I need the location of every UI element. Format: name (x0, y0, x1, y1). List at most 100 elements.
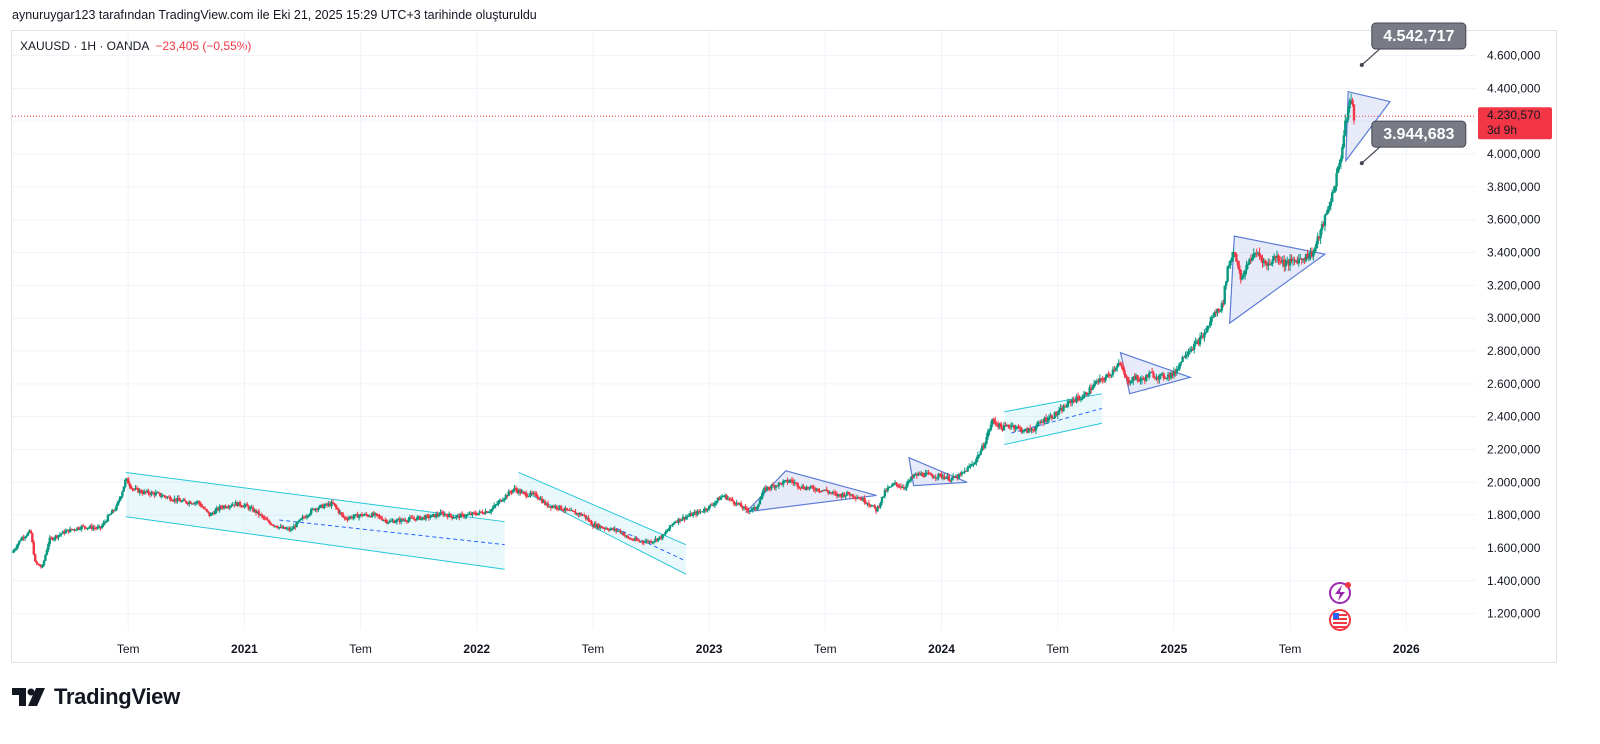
candle-down (832, 492, 836, 494)
candle-up (1190, 348, 1193, 351)
candle-down (217, 508, 220, 511)
candle-up (230, 505, 233, 507)
descending-channel-2020-2022-mid (279, 519, 505, 546)
candle-up (1129, 382, 1132, 384)
candle-down (378, 516, 381, 518)
candle-up (620, 532, 624, 534)
candle-up (253, 509, 256, 512)
candle-up (1271, 259, 1274, 264)
candle-down (642, 542, 645, 544)
candle-down (469, 513, 473, 515)
candle-down (500, 499, 503, 502)
candle-up (92, 527, 95, 530)
candle-up (501, 500, 505, 502)
candle-up (1325, 213, 1328, 216)
candle-up (991, 419, 994, 425)
candle-down (992, 419, 996, 421)
candle-up (1272, 256, 1276, 260)
candle-down (126, 478, 130, 484)
candle-down (174, 498, 178, 502)
candle-down (641, 541, 644, 543)
candle-down (776, 485, 779, 487)
candle-down (710, 504, 714, 506)
candle-down (84, 527, 88, 529)
candle-up (1248, 259, 1251, 265)
candle-up (1315, 243, 1318, 249)
candle-down (600, 526, 603, 528)
candle-down (1101, 378, 1104, 380)
candle-down (247, 506, 250, 510)
candle-up (1014, 428, 1017, 430)
candle-down (565, 507, 569, 510)
candle-up (662, 534, 666, 536)
current-price-value: 4.230,570 (1487, 108, 1541, 122)
candle-up (156, 492, 159, 494)
candle-down (918, 473, 921, 475)
candle-down (172, 500, 175, 502)
candle-up (784, 479, 788, 481)
candle-down (446, 515, 449, 518)
candle-down (164, 496, 168, 498)
candle-up (969, 465, 972, 467)
candle-down (1031, 429, 1035, 431)
candle-down (375, 513, 378, 515)
tradingview-logo[interactable]: TradingView (12, 684, 180, 710)
candle-down (404, 520, 407, 522)
candle-countdown: 3d 9h (1487, 123, 1517, 137)
candle-up (684, 516, 688, 520)
candle-down (510, 492, 513, 494)
candle-down (1089, 387, 1093, 390)
candle-up (935, 477, 939, 479)
descending-channel-2022-upper (518, 471, 687, 546)
candle-up (658, 536, 661, 538)
candle-down (1268, 263, 1271, 265)
candle-up (892, 483, 895, 485)
candle-up (492, 505, 496, 508)
lightning-icon[interactable] (1329, 582, 1351, 604)
candle-down (272, 524, 275, 526)
x-tick-label: Tem (349, 642, 372, 656)
candle-down (739, 503, 743, 507)
candle-up (889, 486, 892, 488)
candle-up (721, 496, 724, 498)
candle-down (221, 507, 224, 509)
us-flag-icon[interactable] (1329, 609, 1351, 631)
candle-down (725, 495, 728, 500)
candle-up (18, 540, 21, 544)
annotation-box (1371, 22, 1467, 50)
candle-up (1046, 420, 1049, 422)
candle-down (635, 538, 638, 541)
candle-up (1081, 398, 1084, 400)
candle-up (960, 472, 964, 475)
candle-down (270, 524, 274, 526)
symbol-legend[interactable]: XAUUSD · 1H · OANDA −23,405 (−0,55%) (20, 39, 251, 53)
candle-down (556, 508, 560, 510)
candle-up (919, 473, 923, 475)
candle-down (771, 485, 775, 487)
candle-down (1107, 374, 1110, 376)
candle-down (321, 504, 325, 509)
candle-up (876, 506, 879, 512)
candle-up (770, 485, 773, 489)
candle-up (957, 473, 961, 479)
candle-up (639, 541, 643, 543)
candle-down (930, 473, 933, 476)
candle-up (121, 491, 124, 497)
candle-up (173, 498, 176, 501)
candle-down (1217, 308, 1221, 312)
candle-up (102, 522, 105, 526)
candle-down (158, 492, 162, 497)
candle-down (1039, 422, 1042, 424)
candle-up (616, 530, 619, 532)
candle-down (603, 527, 606, 529)
candle-up (455, 515, 458, 518)
candle-up (532, 493, 535, 495)
candle-down (959, 473, 962, 475)
candle-down (1152, 372, 1155, 378)
y-tick-label: 4.600,000 (1487, 49, 1541, 63)
candle-up (1036, 423, 1039, 427)
candle-down (436, 514, 439, 516)
candle-up (1155, 377, 1158, 379)
candle-up (963, 470, 966, 473)
